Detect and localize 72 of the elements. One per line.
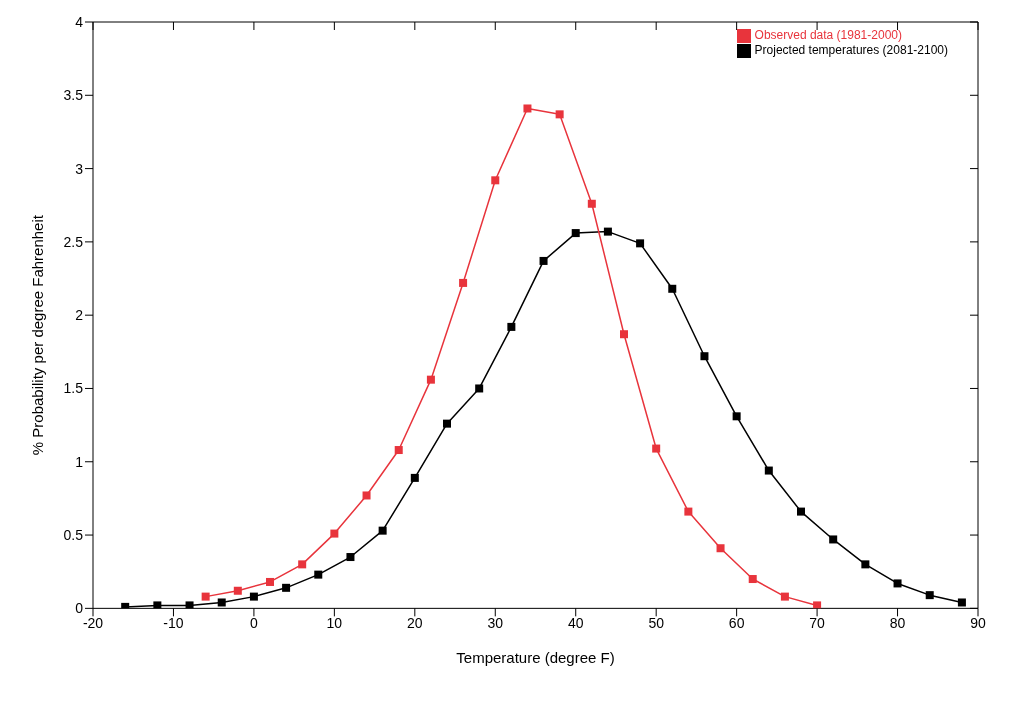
point [571, 229, 580, 238]
point [266, 577, 274, 586]
x-tick-label: 0 [250, 615, 259, 632]
point [636, 239, 645, 248]
legend-label: Observed data (1981-2000) [754, 28, 902, 42]
point [603, 227, 612, 236]
point [314, 570, 323, 579]
y-tick-label: 3 [75, 160, 84, 177]
x-tick-label: -20 [82, 615, 104, 632]
point [233, 586, 242, 595]
point [829, 535, 838, 544]
point [298, 560, 307, 569]
x-axis-title: Temperature (degree F) [456, 649, 615, 667]
point [426, 375, 435, 384]
x-tick-label: 10 [326, 615, 343, 632]
x-tick-label: 30 [487, 615, 504, 632]
legend-label: Projected temperatures (2081-2100) [754, 42, 948, 57]
point [797, 507, 805, 516]
point [491, 176, 500, 185]
point [153, 601, 162, 609]
x-tick-label: 50 [648, 615, 665, 632]
point [185, 601, 194, 609]
point [587, 199, 596, 208]
y-tick-label: 2 [75, 307, 84, 324]
point [925, 591, 934, 600]
point [957, 598, 966, 607]
point [780, 592, 789, 601]
point [893, 579, 902, 588]
x-tick-label: 80 [889, 615, 906, 632]
y-tick-label: 3.5 [63, 87, 84, 104]
y-tick-label: 2.5 [63, 233, 84, 250]
point [330, 529, 339, 538]
y-axis-title: % Probability per degree Fahrenheit [29, 214, 47, 456]
point [443, 419, 451, 428]
point [716, 544, 725, 553]
x-tick-label: 60 [728, 615, 745, 632]
point [700, 352, 709, 361]
x-tick-label: 70 [809, 615, 826, 632]
point [249, 592, 258, 601]
point [410, 473, 419, 482]
point [813, 601, 822, 609]
point [732, 412, 741, 421]
point [346, 553, 355, 562]
x-tick-label: 40 [567, 615, 584, 632]
point [668, 284, 677, 293]
point [394, 446, 403, 455]
point [475, 384, 484, 393]
point [201, 592, 210, 601]
point [539, 256, 548, 265]
point [748, 575, 757, 584]
point [507, 322, 516, 331]
x-tick-label: 20 [407, 615, 423, 632]
point [282, 583, 291, 592]
point [459, 278, 468, 287]
y-tick-label: 1 [75, 453, 84, 470]
point [620, 330, 628, 339]
point [121, 602, 130, 609]
point [523, 104, 532, 113]
y-tick-label: 0 [75, 600, 84, 617]
point [861, 560, 870, 569]
point [378, 526, 387, 535]
x-tick-label: -10 [163, 615, 184, 632]
point [555, 110, 564, 119]
point [684, 507, 693, 516]
y-tick-label: 1.5 [63, 380, 84, 397]
y-tick-label: 4 [75, 13, 84, 30]
point [764, 466, 773, 475]
point [362, 491, 371, 500]
y-tick-label: 0.5 [63, 527, 84, 544]
point [217, 598, 226, 607]
x-tick-label: 90 [970, 615, 986, 632]
point [652, 444, 661, 453]
